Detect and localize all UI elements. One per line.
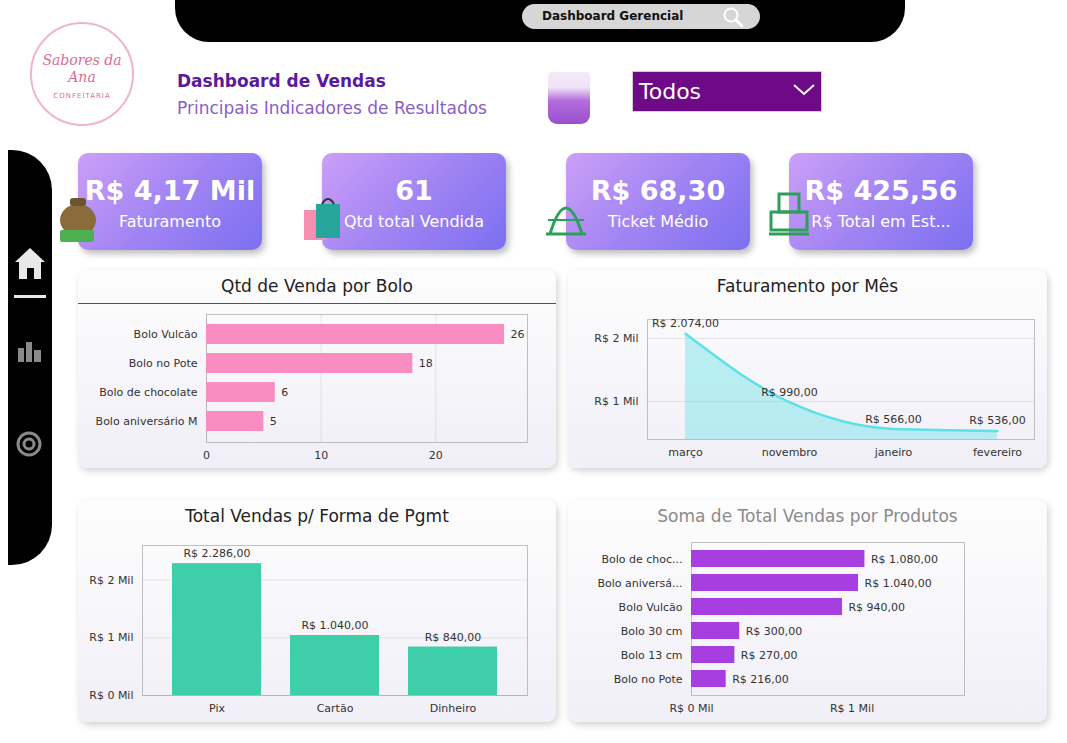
svg-text:Bolo no Pote: Bolo no Pote (614, 673, 683, 686)
html-text:Total Vendas p/ Forma de Pgmt: Total Vendas p/ Forma de Pgmt (185, 506, 449, 526)
html-text:Principais Indicadores de Resu: Principais Indicadores de Resultados (177, 98, 487, 118)
svg-text:fevereiro: fevereiro (973, 446, 1022, 459)
svg-text:10: 10 (314, 449, 328, 462)
svg-text:R$ 1.040,00: R$ 1.040,00 (865, 577, 932, 590)
svg-text:R$ 0 Mil: R$ 0 Mil (669, 702, 713, 715)
svg-text:0: 0 (203, 449, 210, 462)
svg-text:5: 5 (270, 415, 277, 428)
svg-text:R$ 270,00: R$ 270,00 (741, 649, 798, 662)
html-text:Dashboard de Vendas: Dashboard de Vendas (177, 71, 386, 91)
svg-text:março: março (668, 446, 703, 459)
svg-text:Bolo Vulcão: Bolo Vulcão (134, 328, 198, 341)
svg-text:R$ 990,00: R$ 990,00 (761, 386, 818, 399)
svg-text:20: 20 (429, 449, 443, 462)
svg-text:Bolo aniversário M: Bolo aniversário M (96, 415, 198, 428)
svg-text:R$ 1 Mil: R$ 1 Mil (89, 631, 133, 644)
svg-text:R$ 1 Mil: R$ 1 Mil (594, 395, 638, 408)
html-text:R$ Total em Est...: R$ Total em Est... (811, 212, 951, 231)
svg-text:Pix: Pix (209, 702, 225, 715)
html-text:Faturamento: Faturamento (119, 212, 221, 231)
html-text:Dashboard Gerencial: Dashboard Gerencial (542, 9, 684, 23)
svg-text:R$ 1.080,00: R$ 1.080,00 (871, 553, 938, 566)
svg-text:janeiro: janeiro (874, 446, 913, 459)
html-text:Sabores da Ana: Sabores da Ana (42, 52, 122, 85)
svg-text:6: 6 (281, 386, 288, 399)
svg-text:18: 18 (419, 357, 433, 370)
svg-text:R$ 2 Mil: R$ 2 Mil (89, 574, 133, 587)
svg-text:R$ 536,00: R$ 536,00 (969, 414, 1026, 427)
svg-text:R$ 2.286,00: R$ 2.286,00 (183, 547, 250, 560)
svg-text:26: 26 (511, 328, 525, 341)
html-text:Qtd total Vendida: Qtd total Vendida (344, 212, 484, 231)
svg-text:R$ 840,00: R$ 840,00 (425, 631, 482, 644)
html-text:CONFEITARIA: CONFEITARIA (53, 92, 111, 100)
svg-text:Bolo no Pote: Bolo no Pote (129, 357, 198, 370)
html-text:61: 61 (395, 175, 433, 206)
svg-text:Bolo de chocolate: Bolo de chocolate (99, 386, 197, 399)
svg-text:R$ 2 Mil: R$ 2 Mil (594, 332, 638, 345)
html-text:Ticket Médio: Ticket Médio (607, 212, 709, 231)
svg-text:Dinheiro: Dinheiro (430, 702, 477, 715)
html-text:R$ 68,30: R$ 68,30 (590, 175, 726, 206)
svg-text:R$ 0 Mil: R$ 0 Mil (89, 689, 133, 702)
svg-text:R$ 1 Mil: R$ 1 Mil (830, 702, 874, 715)
svg-text:Bolo Vulcão: Bolo Vulcão (619, 601, 683, 614)
svg-text:Bolo 13 cm: Bolo 13 cm (621, 649, 683, 662)
html-text:R$ 425,56: R$ 425,56 (804, 175, 958, 206)
svg-text:R$ 1.040,00: R$ 1.040,00 (301, 619, 368, 632)
svg-text:R$ 566,00: R$ 566,00 (865, 413, 922, 426)
svg-text:Bolo de choc...: Bolo de choc... (601, 553, 682, 566)
svg-text:Bolo 30 cm: Bolo 30 cm (621, 625, 683, 638)
html-text:Faturamento por Mês: Faturamento por Mês (716, 276, 899, 296)
html-text:Qtd de Venda por Bolo: Qtd de Venda por Bolo (221, 276, 413, 296)
svg-text:R$ 300,00: R$ 300,00 (746, 625, 803, 638)
svg-text:R$ 2.074,00: R$ 2.074,00 (652, 317, 719, 330)
svg-text:Bolo aniversá...: Bolo aniversá... (597, 577, 682, 590)
svg-text:R$ 216,00: R$ 216,00 (732, 673, 789, 686)
html-text:Soma de Total Vendas por Produ: Soma de Total Vendas por Produtos (657, 506, 958, 526)
svg-text:novembro: novembro (762, 446, 818, 459)
svg-text:R$ 940,00: R$ 940,00 (848, 601, 905, 614)
svg-text:Cartão: Cartão (317, 702, 354, 715)
html-text:R$ 4,17 Mil: R$ 4,17 Mil (84, 175, 256, 206)
html-text:Todos: Todos (639, 79, 701, 104)
